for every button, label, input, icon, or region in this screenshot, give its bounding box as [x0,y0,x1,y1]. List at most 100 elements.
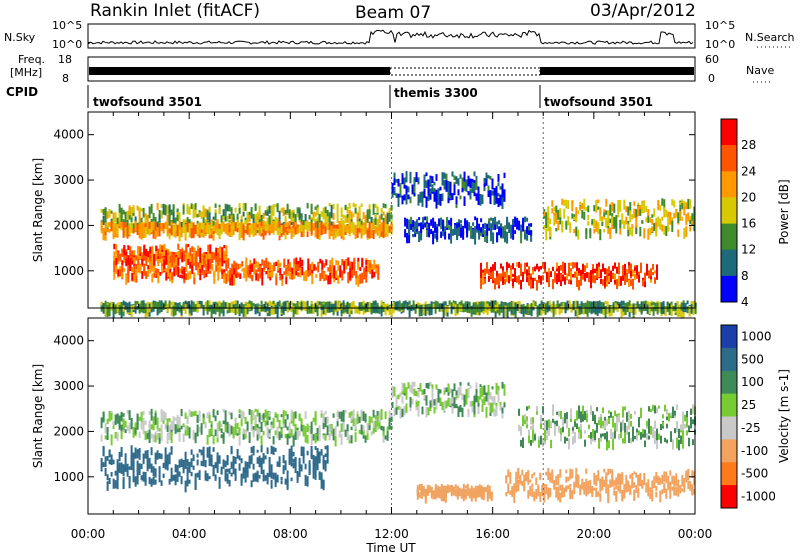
scatter-cell [551,200,554,207]
scatter-cell [253,258,256,265]
scatter-cell [358,228,361,233]
scatter-cell [150,302,153,309]
scatter-cell [658,302,661,308]
scatter-cell [501,407,504,414]
scatter-cell [114,414,117,425]
scatter-cell [581,203,584,209]
scatter-cell [349,268,352,279]
scatter-cell [267,269,270,277]
xtick-label: 08:00 [273,527,308,541]
colorbar-tick-label: 8 [741,269,749,283]
scatter-cell [260,306,263,312]
scatter-cell [507,483,510,494]
scatter-cell [167,266,170,278]
scatter-cell [376,416,379,427]
scatter-cell [559,492,562,503]
scatter-cell [184,451,187,462]
scatter-cell [320,477,323,489]
scatter-cell [428,485,431,491]
scatter-cell [161,266,164,272]
scatter-cell [374,203,377,208]
scatter-cell [184,480,187,493]
scatter-cell [210,421,213,425]
scatter-cell [163,253,166,261]
scatter-cell [526,234,529,241]
scatter-cell [604,300,607,305]
ytick-label: 2000 [53,424,84,438]
scatter-cell [260,435,263,447]
scatter-cell [675,487,678,496]
scatter-cell [657,216,660,227]
scatter-cell [149,246,152,253]
scatter-cell [477,396,480,405]
scatter-cell [448,220,451,225]
scatter-cell [452,302,455,309]
scatter-cell [118,212,121,219]
nsearch-tick-high: 10^5 [705,19,735,32]
scatter-cell [232,301,235,306]
scatter-cell [608,275,610,283]
scatter-cell [477,186,480,197]
scatter-cell [222,222,225,232]
scatter-cell [559,217,562,225]
scatter-cell [686,300,689,305]
scatter-cell [630,263,632,271]
scatter-cell [461,407,464,417]
scatter-cell [672,439,674,450]
scatter-cell [479,384,482,388]
scatter-cell [458,489,461,493]
scatter-cell [476,490,479,496]
scatter-cell [467,191,470,196]
scatter-cell [358,416,361,421]
scatter-cell [212,409,215,413]
scatter-cell [430,304,433,316]
scatter-cell [526,269,528,277]
scatter-cell [262,469,265,482]
scatter-cell [200,211,203,219]
scatter-cell [158,213,161,225]
scatter-cell [184,412,187,419]
scatter-cell [254,214,257,223]
scatter-cell [556,303,559,308]
scatter-cell [276,461,279,467]
scatter-cell [430,229,433,234]
scatter-cell [270,445,273,455]
scatter-cell [318,301,321,305]
scatter-cell [441,401,444,411]
scatter-cell [155,268,158,277]
scatter-cell [473,395,476,408]
scatter-cell [176,214,179,222]
scatter-cell [294,221,297,228]
scatter-cell [187,252,190,262]
scatter-cell [316,305,319,317]
scatter-cell [373,259,376,270]
scatter-cell [517,468,520,480]
scatter-cell [323,263,326,268]
scatter-cell [219,253,222,260]
scatter-cell [154,300,157,309]
scatter-cell [575,207,578,217]
scatter-cell [576,270,578,277]
scatter-cell [447,390,450,396]
scatter-cell [308,227,311,232]
scatter-cell [152,226,155,239]
scatter-cell [274,472,277,484]
scatter-cell [133,271,136,276]
scatter-cell [622,406,624,418]
scatter-cell [659,477,662,485]
scatter-cell [596,270,598,279]
scatter-cell [300,466,303,472]
scatter-cell [605,482,608,494]
scatter-cell [126,463,129,474]
scatter-cell [245,257,248,267]
scatter-cell [673,212,676,219]
scatter-cell [196,472,199,478]
scatter-cell [605,217,608,228]
scatter-cell [637,487,640,498]
scatter-cell [306,229,309,237]
scatter-cell [601,219,604,224]
scatter-cell [298,457,301,467]
scatter-band-6 [404,216,533,245]
scatter-cell [436,301,439,308]
scatter-cell [599,229,602,241]
